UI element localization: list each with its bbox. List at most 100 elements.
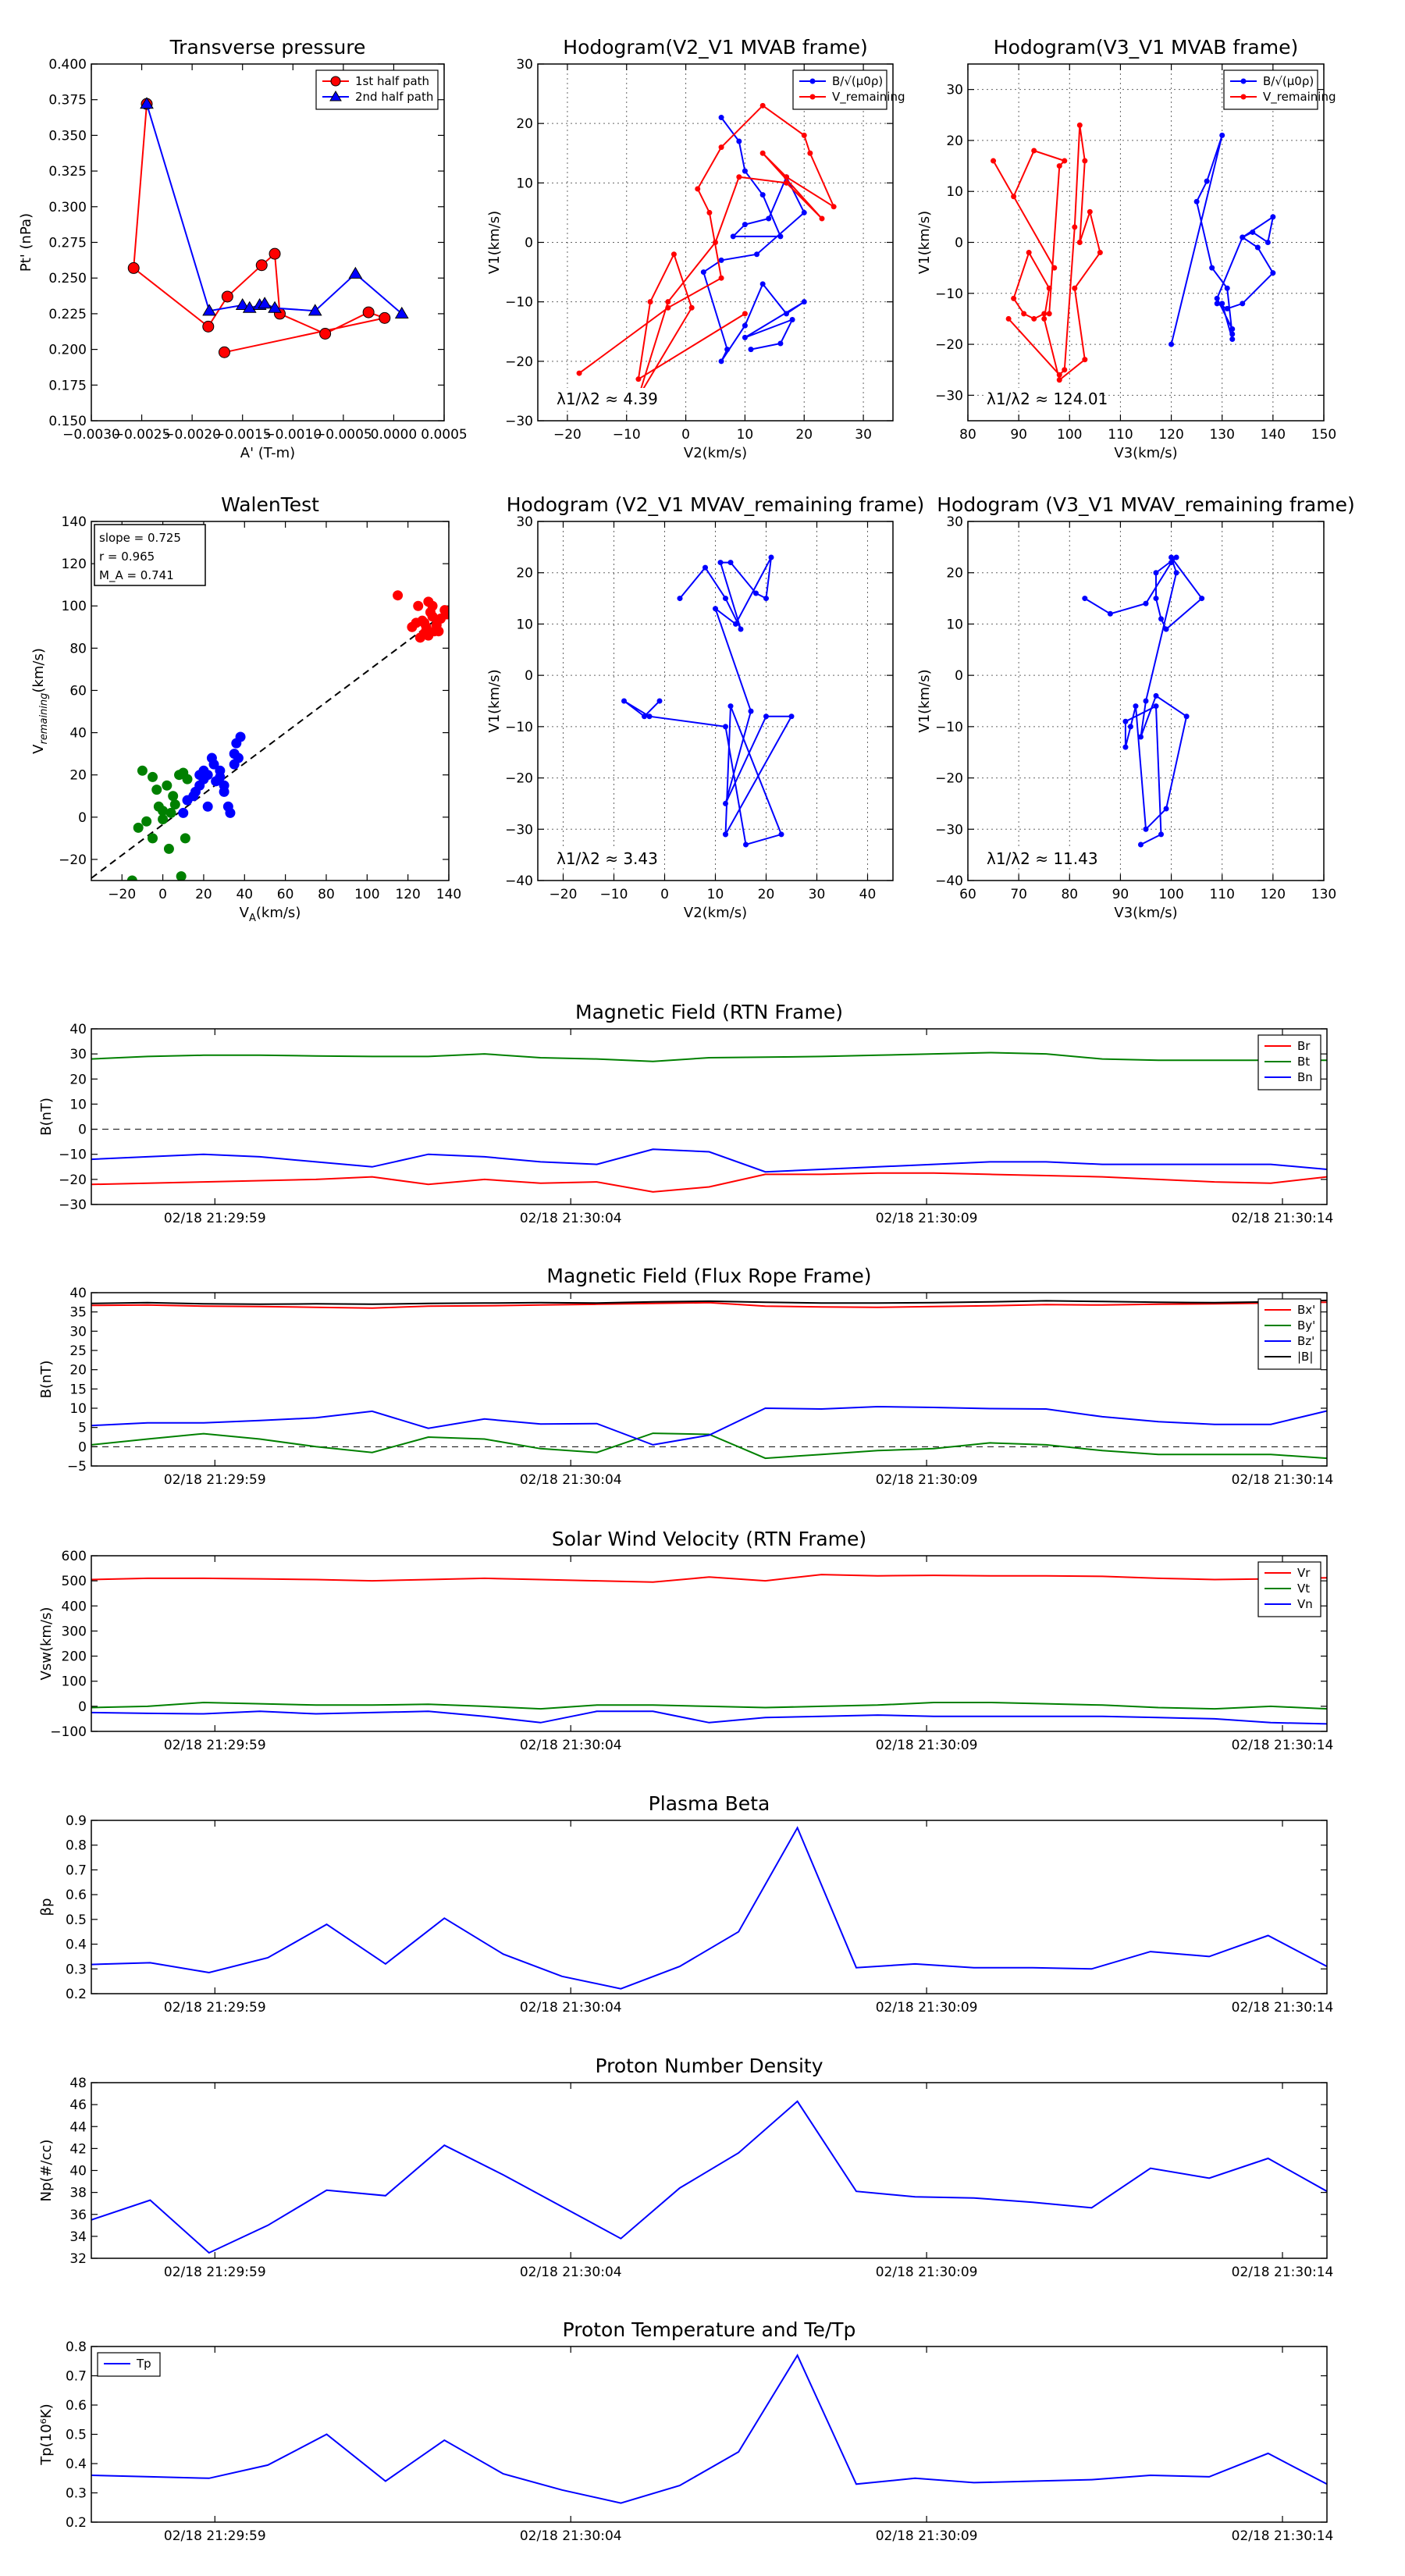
plot-area	[991, 122, 1276, 383]
data-point	[407, 621, 418, 632]
x-tick-label: −20	[108, 887, 136, 902]
annotation-bg	[553, 388, 663, 408]
y-tick-label: 200	[62, 1649, 87, 1665]
stats-ma: M_A = 0.741	[99, 568, 174, 583]
data-point	[1153, 703, 1159, 710]
data-point	[723, 596, 728, 602]
y-tick-label: 15	[69, 1382, 87, 1397]
panel-h4: Hodogram (V3_V1 MVAV_remaining frame) −40…	[916, 493, 1355, 921]
data-point	[724, 347, 731, 353]
data-point	[158, 806, 169, 817]
panel-h1: Hodogram(V2_V1 MVAB frame) −30 −20 −10 0 10 20…	[486, 36, 905, 461]
plot-frame	[967, 63, 1325, 422]
data-point	[748, 708, 754, 714]
y-tick-label: 30	[516, 57, 533, 73]
data-point	[1072, 224, 1078, 230]
y-tick-label: 0.300	[48, 200, 87, 215]
x-tick-label: 02/18 21:30:09	[876, 1211, 978, 1226]
data-point	[1011, 295, 1017, 301]
data-marker	[221, 290, 233, 303]
x-tick-label: 02/18 21:30:14	[1232, 1211, 1334, 1226]
data-point	[1143, 600, 1149, 607]
legend-marker	[809, 78, 816, 84]
y-tick-label: 40	[69, 2164, 87, 2179]
y-tick-label: 120	[62, 557, 87, 572]
x-tick-label: 02/18 21:30:14	[1232, 1738, 1334, 1753]
series-br-line	[91, 1172, 1327, 1193]
y-tick-label: −20	[505, 771, 533, 787]
y-axis-label: V1(km/s)	[916, 669, 933, 732]
x-tick-label: −0.0005	[315, 427, 372, 443]
y-tick-label: 0.6	[66, 2398, 87, 2414]
data-point	[1056, 377, 1062, 383]
x-tick-label: −0.0025	[113, 427, 171, 443]
x-tick-label: −0.0010	[264, 427, 322, 443]
data-point	[1082, 158, 1088, 164]
y-tick-label: −20	[59, 852, 87, 868]
data-point	[718, 275, 724, 281]
y-tick-label: −30	[59, 1197, 87, 1213]
y-axis-label: V1(km/s)	[486, 669, 503, 732]
y-tick-label: −20	[935, 771, 963, 787]
y-axis-label: Tp(10⁶K)	[38, 2403, 55, 2465]
data-point	[436, 613, 446, 624]
panel-h3: Hodogram (V2_V1 MVAV_remaining frame) −40…	[486, 493, 924, 921]
y-tick-label: 0.3	[66, 1962, 87, 1977]
data-marker	[202, 320, 215, 333]
data-marker	[319, 327, 332, 340]
data-point	[801, 209, 807, 215]
lambda-ratio: λ1/λ2 ≈ 3.43	[557, 849, 658, 868]
x-tick-label: 100	[1057, 427, 1082, 443]
data-point	[670, 251, 677, 258]
series-vt-line	[91, 1701, 1327, 1710]
data-point	[182, 795, 193, 806]
data-point	[229, 759, 240, 770]
y-tick-label: 0.150	[48, 414, 87, 429]
data-point	[168, 791, 179, 802]
x-tick-label: 80	[959, 427, 976, 443]
data-point	[1214, 295, 1220, 301]
legend-label: Bx'	[1297, 1303, 1315, 1317]
data-point	[784, 174, 789, 180]
y-tick-label: −20	[59, 1172, 87, 1188]
x-tick-label: 90	[1010, 427, 1027, 443]
chart-title: Transverse pressure	[169, 36, 366, 59]
panel-vel: Solar Wind Velocity (RTN Frame) −100 0 100 2…	[38, 1528, 1333, 1753]
x-tick-label: −20	[550, 887, 578, 902]
data-point	[1005, 315, 1012, 322]
data-point	[225, 807, 236, 818]
x-tick-label: 0.0000	[371, 427, 417, 443]
y-tick-label: −20	[935, 337, 963, 353]
x-tick-label: 02/18 21:30:09	[876, 1472, 978, 1488]
data-point	[1127, 724, 1133, 730]
data-point	[656, 698, 663, 704]
data-point	[742, 168, 748, 174]
data-point	[1240, 301, 1246, 307]
data-point	[718, 358, 724, 365]
legend-label: Bt	[1297, 1055, 1310, 1069]
y-tick-label: 0.250	[48, 271, 87, 286]
y-tick-label: 10	[946, 184, 963, 200]
data-point	[801, 132, 807, 138]
y-tick-label: 0.4	[66, 1937, 87, 1953]
y-tick-label: 0.200	[48, 343, 87, 358]
plot-frame	[91, 1292, 1328, 1467]
data-point	[789, 317, 795, 323]
data-point	[768, 554, 774, 560]
data-point	[777, 233, 784, 240]
annotation-bg	[984, 848, 1093, 868]
y-tick-label: 20	[69, 768, 87, 784]
legend-label: Br	[1297, 1039, 1311, 1053]
y-axis-label: Vremaining(km/s)	[30, 648, 50, 754]
legend: Bx'By' Bz' |B|	[1257, 1298, 1321, 1370]
data-point	[759, 281, 766, 287]
y-tick-label: 34	[69, 2229, 87, 2245]
x-tick-label: 80	[1061, 887, 1078, 902]
y-tick-label: 30	[516, 514, 533, 530]
y-tick-label: 60	[69, 683, 87, 699]
data-point	[1082, 596, 1088, 602]
chart-title: Hodogram (V2_V1 MVAV_remaining frame)	[507, 493, 925, 516]
y-tick-label: −40	[935, 873, 963, 889]
legend-label: V_remaining	[1263, 90, 1336, 105]
data-point	[1062, 158, 1068, 164]
